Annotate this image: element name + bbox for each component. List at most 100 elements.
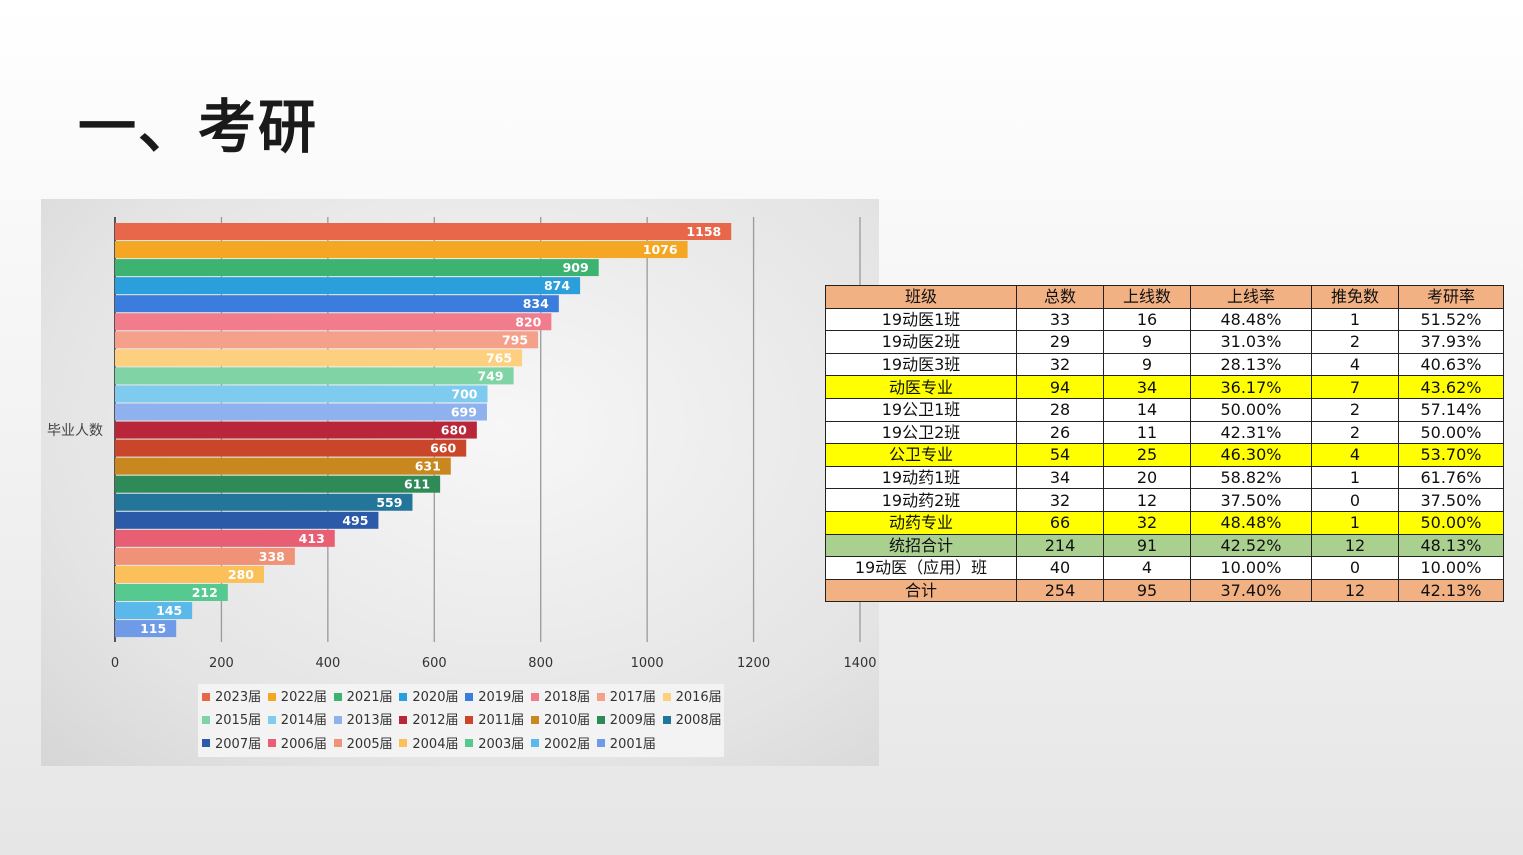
bar-value-label: 559	[376, 495, 402, 510]
table-cell: 20	[1103, 465, 1191, 490]
table-cell: 50.00%	[1398, 510, 1504, 535]
legend-item[interactable]: 2001届	[596, 733, 656, 752]
table-row: 19动医3班 32 9 28.13% 4 40.63%	[825, 352, 1504, 377]
table-cell: 48.13%	[1398, 533, 1504, 558]
bar-value-label: 834	[523, 296, 549, 311]
bar-2004届	[115, 565, 264, 583]
legend-label: 2013届	[346, 713, 393, 729]
legend-label: 2015届	[215, 713, 262, 729]
legend-label: 2002届	[544, 736, 591, 752]
table-cell: 9	[1103, 352, 1191, 377]
legend-item[interactable]: 2003届	[465, 733, 524, 752]
x-tick-label: 1200	[737, 656, 770, 671]
bar-2017届	[115, 331, 539, 349]
legend-item[interactable]: 2008届	[662, 709, 722, 728]
legend-item[interactable]: 2010届	[531, 709, 590, 728]
graduates-bar-chart: 0 200 400 600 800 1000 1200 1400 毕业人数 1158 1076 909…	[47, 217, 877, 671]
table-cell: 2	[1311, 420, 1399, 445]
table-cell: 考研率	[1398, 285, 1504, 309]
bar-value-label: 820	[515, 314, 541, 329]
legend-item[interactable]: 2007届	[202, 733, 261, 752]
legend-item[interactable]: 2005届	[333, 733, 393, 752]
bar-2005届	[115, 547, 295, 565]
table-cell: 19动药2班	[825, 488, 1017, 512]
legend-label: 2017届	[609, 690, 656, 705]
table-cell: 12	[1103, 488, 1191, 512]
x-tick-label: 200	[209, 656, 234, 671]
legend-label: 2020届	[412, 690, 459, 705]
bar-value-label: 874	[544, 278, 570, 293]
legend-label: 2012届	[412, 713, 459, 729]
bar-value-label: 115	[140, 621, 166, 636]
legend-swatch	[399, 715, 408, 724]
legend-item[interactable]: 2013届	[333, 709, 393, 729]
legend-item[interactable]: 2006届	[267, 733, 327, 752]
table-cell: 32	[1103, 510, 1191, 535]
table-row: 统招合计 214 91 42.52% 12 48.13%	[825, 533, 1504, 558]
legend-item[interactable]: 2015届	[202, 709, 261, 728]
legend-item[interactable]: 2023届	[202, 686, 261, 705]
legend-item[interactable]: 2016届	[662, 686, 722, 705]
table-cell: 班级	[825, 285, 1017, 309]
legend-label: 2006届	[280, 736, 327, 752]
table-cell: 37.93%	[1398, 330, 1504, 354]
legend-item[interactable]: 2017届	[596, 686, 656, 705]
legend-item[interactable]: 2019届	[465, 686, 524, 705]
legend-swatch	[531, 739, 539, 748]
table-cell: 14	[1103, 397, 1191, 422]
table-cell: 推免数	[1311, 285, 1399, 309]
table-cell: 50.00%	[1398, 420, 1504, 445]
table-row: 19动药2班 32 12 37.50% 0 37.50%	[825, 488, 1504, 512]
x-tick-label: 400	[315, 656, 340, 671]
legend-label: 2009届	[609, 713, 656, 729]
legend-item[interactable]: 2022届	[267, 686, 327, 705]
table-cell: 51.52%	[1398, 307, 1504, 332]
legend-swatch	[662, 715, 671, 724]
x-tick-label: 0	[111, 656, 119, 671]
legend-swatch	[267, 739, 276, 748]
bar-2015届	[115, 367, 514, 385]
legend-item[interactable]: 2020届	[399, 686, 458, 705]
legend-item[interactable]: 2021届	[333, 686, 393, 705]
table-cell: 9	[1103, 330, 1191, 354]
table-row: 19公卫2班 26 11 42.31% 2 50.00%	[825, 420, 1504, 445]
table-cell: 1	[1311, 510, 1399, 535]
legend-item[interactable]: 2009届	[596, 709, 656, 729]
table-cell: 37.40%	[1190, 578, 1312, 603]
legend-swatch	[333, 692, 342, 701]
legend-swatch	[465, 739, 474, 748]
legend-swatch	[531, 692, 539, 701]
bar-2014届	[115, 385, 488, 403]
table-cell: 0	[1311, 556, 1399, 580]
legend-item[interactable]: 2002届	[531, 733, 590, 752]
legend-item[interactable]: 2011届	[465, 709, 524, 728]
table-cell: 214	[1016, 533, 1104, 558]
table-cell: 上线率	[1190, 285, 1312, 309]
legend-item[interactable]: 2014届	[267, 709, 327, 729]
table-cell: 25	[1103, 443, 1191, 467]
legend-item[interactable]: 2004届	[399, 733, 458, 752]
table-cell: 66	[1016, 510, 1104, 535]
table-cell: 36.17%	[1190, 375, 1312, 399]
table-cell: 31.03%	[1190, 330, 1312, 354]
legend-item[interactable]: 2012届	[399, 709, 458, 728]
table-cell: 19公卫1班	[825, 397, 1017, 422]
legend-label: 2014届	[280, 713, 327, 729]
table-cell: 19动药1班	[825, 465, 1017, 490]
bar-2023届	[115, 223, 732, 240]
legend-item[interactable]: 2018届	[531, 686, 590, 705]
bar-value-label: 749	[477, 368, 503, 383]
table-cell: 公卫专业	[825, 443, 1017, 467]
bar-2022届	[115, 241, 688, 259]
legend-label: 2004届	[412, 736, 459, 752]
legend-label: 2005届	[346, 736, 393, 752]
table-cell: 94	[1016, 375, 1104, 399]
legend-swatch	[596, 715, 605, 724]
table-cell: 7	[1311, 375, 1399, 399]
table-cell: 42.52%	[1190, 533, 1312, 558]
x-tick-label: 600	[422, 656, 447, 671]
bar-value-label: 338	[259, 549, 285, 564]
table-cell: 32	[1016, 352, 1104, 377]
table-cell: 2	[1311, 397, 1399, 422]
table-cell: 54	[1016, 443, 1104, 467]
